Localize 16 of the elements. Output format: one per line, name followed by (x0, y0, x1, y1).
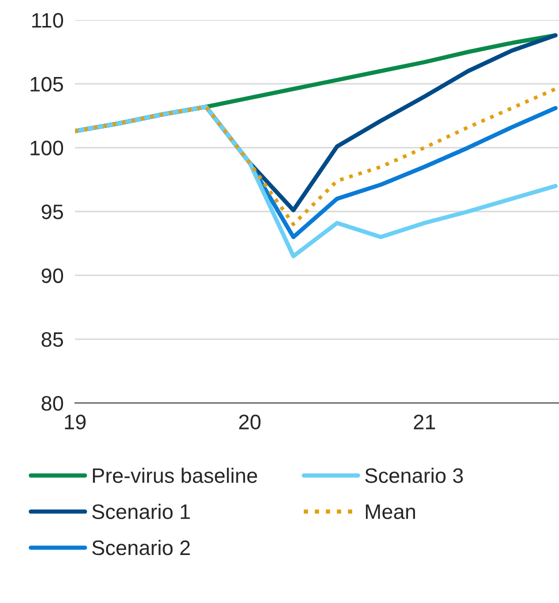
legend-label: Scenario 2 (92, 540, 190, 556)
y-tick-label: 95 (42, 204, 64, 220)
x-tick-label: 19 (65, 414, 86, 430)
line-series (75, 87, 558, 226)
legend-label: Mean (366, 504, 415, 520)
legend-label: Pre-virus baseline (92, 468, 258, 484)
y-tick-label: 105 (30, 76, 64, 92)
y-tick-label: 100 (30, 140, 64, 156)
y-tick-label: 85 (42, 332, 64, 347)
y-tick-label: 90 (42, 268, 64, 284)
y-tick-label: 110 (32, 13, 64, 28)
x-tick-label: 21 (414, 414, 436, 430)
y-tick-label: 80 (42, 396, 64, 411)
legend-label: Scenario 3 (365, 468, 463, 484)
legend-label: Scenario 1 (92, 504, 190, 520)
x-tick-label: 20 (239, 414, 260, 430)
